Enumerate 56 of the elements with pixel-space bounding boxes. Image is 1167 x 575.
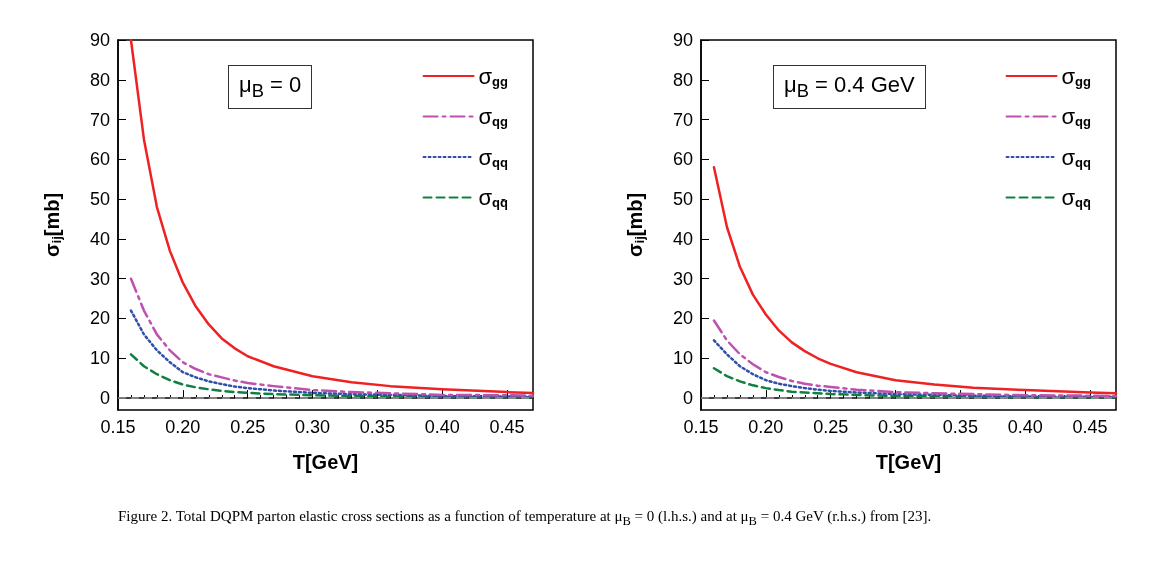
y-tick-label: 60 [89, 149, 110, 170]
x-axis-title: T[GeV] [292, 451, 359, 473]
x-axis-title: T[GeV] [875, 451, 942, 473]
line-series [129, 38, 535, 395]
line-series [712, 339, 1118, 399]
y-tick-label: 20 [672, 308, 693, 329]
legend-label: σgg [1061, 63, 1092, 89]
x-tick-label: 0.15 [100, 417, 136, 437]
line-series [712, 319, 1118, 398]
x-tick-label: 0.30 [295, 417, 331, 437]
x-tick-label: 0.15 [683, 417, 719, 437]
legend-label: σqq [478, 144, 509, 170]
y-tick-label: 50 [672, 189, 693, 210]
x-tick-label: 0.20 [748, 417, 784, 437]
y-tick-label: 80 [672, 69, 693, 90]
line-series [129, 353, 535, 399]
line-series [129, 309, 535, 399]
legend-label: σqq̄ [478, 185, 509, 210]
annotation: μ$_{B}$ = 0.4 GeV [773, 65, 926, 110]
x-tick-label: 0.35 [942, 417, 978, 437]
y-tick-label: 70 [89, 109, 110, 130]
x-tick-label: 0.30 [878, 417, 914, 437]
line-series [712, 366, 1118, 399]
legend-label: σqg [478, 104, 509, 129]
annotation: μ$_{B}$ = 0 [228, 65, 313, 110]
x-tick-label: 0.45 [1072, 417, 1108, 437]
y-tick-label: 60 [672, 149, 693, 170]
legend-label: σqq [1061, 144, 1092, 170]
y-tick-label: 10 [672, 348, 693, 369]
x-tick-label: 0.25 [230, 417, 266, 437]
line-series [129, 277, 535, 397]
legend-label: σqg [1061, 104, 1092, 129]
x-tick-label: 0.40 [424, 417, 460, 437]
x-tick-label: 0.25 [813, 417, 849, 437]
y-tick-label: 10 [89, 348, 110, 369]
y-tick-label: 0 [682, 388, 693, 409]
y-tick-label: 0 [99, 388, 110, 409]
y-tick-label: 20 [89, 308, 110, 329]
x-tick-label: 0.40 [1007, 417, 1043, 437]
legend-label: σgg [478, 63, 509, 89]
y-tick-label: 90 [672, 30, 693, 50]
y-axis-title: σij[mb] [623, 192, 647, 258]
y-axis-title: σij[mb] [40, 192, 64, 258]
y-tick-label: 40 [89, 228, 110, 249]
y-tick-label: 80 [89, 69, 110, 90]
y-tick-label: 50 [89, 189, 110, 210]
y-tick-label: 30 [89, 268, 110, 289]
y-tick-label: 30 [672, 268, 693, 289]
caption: Figure 2. Total DQPM parton elastic cross sections as a function of temperature at μ$_{B}$ = 0 (l.h.s.) and at μ$_{B}$ = 0.4 GeV (r.h.s.) from [23]. [118, 507, 933, 530]
x-tick-label: 0.35 [359, 417, 395, 437]
x-tick-label: 0.45 [489, 417, 525, 437]
y-tick-label: 90 [89, 30, 110, 50]
y-tick-label: 70 [672, 109, 693, 130]
legend-label: σqq̄ [1061, 185, 1092, 210]
x-tick-label: 0.20 [165, 417, 201, 437]
y-tick-label: 40 [672, 228, 693, 249]
